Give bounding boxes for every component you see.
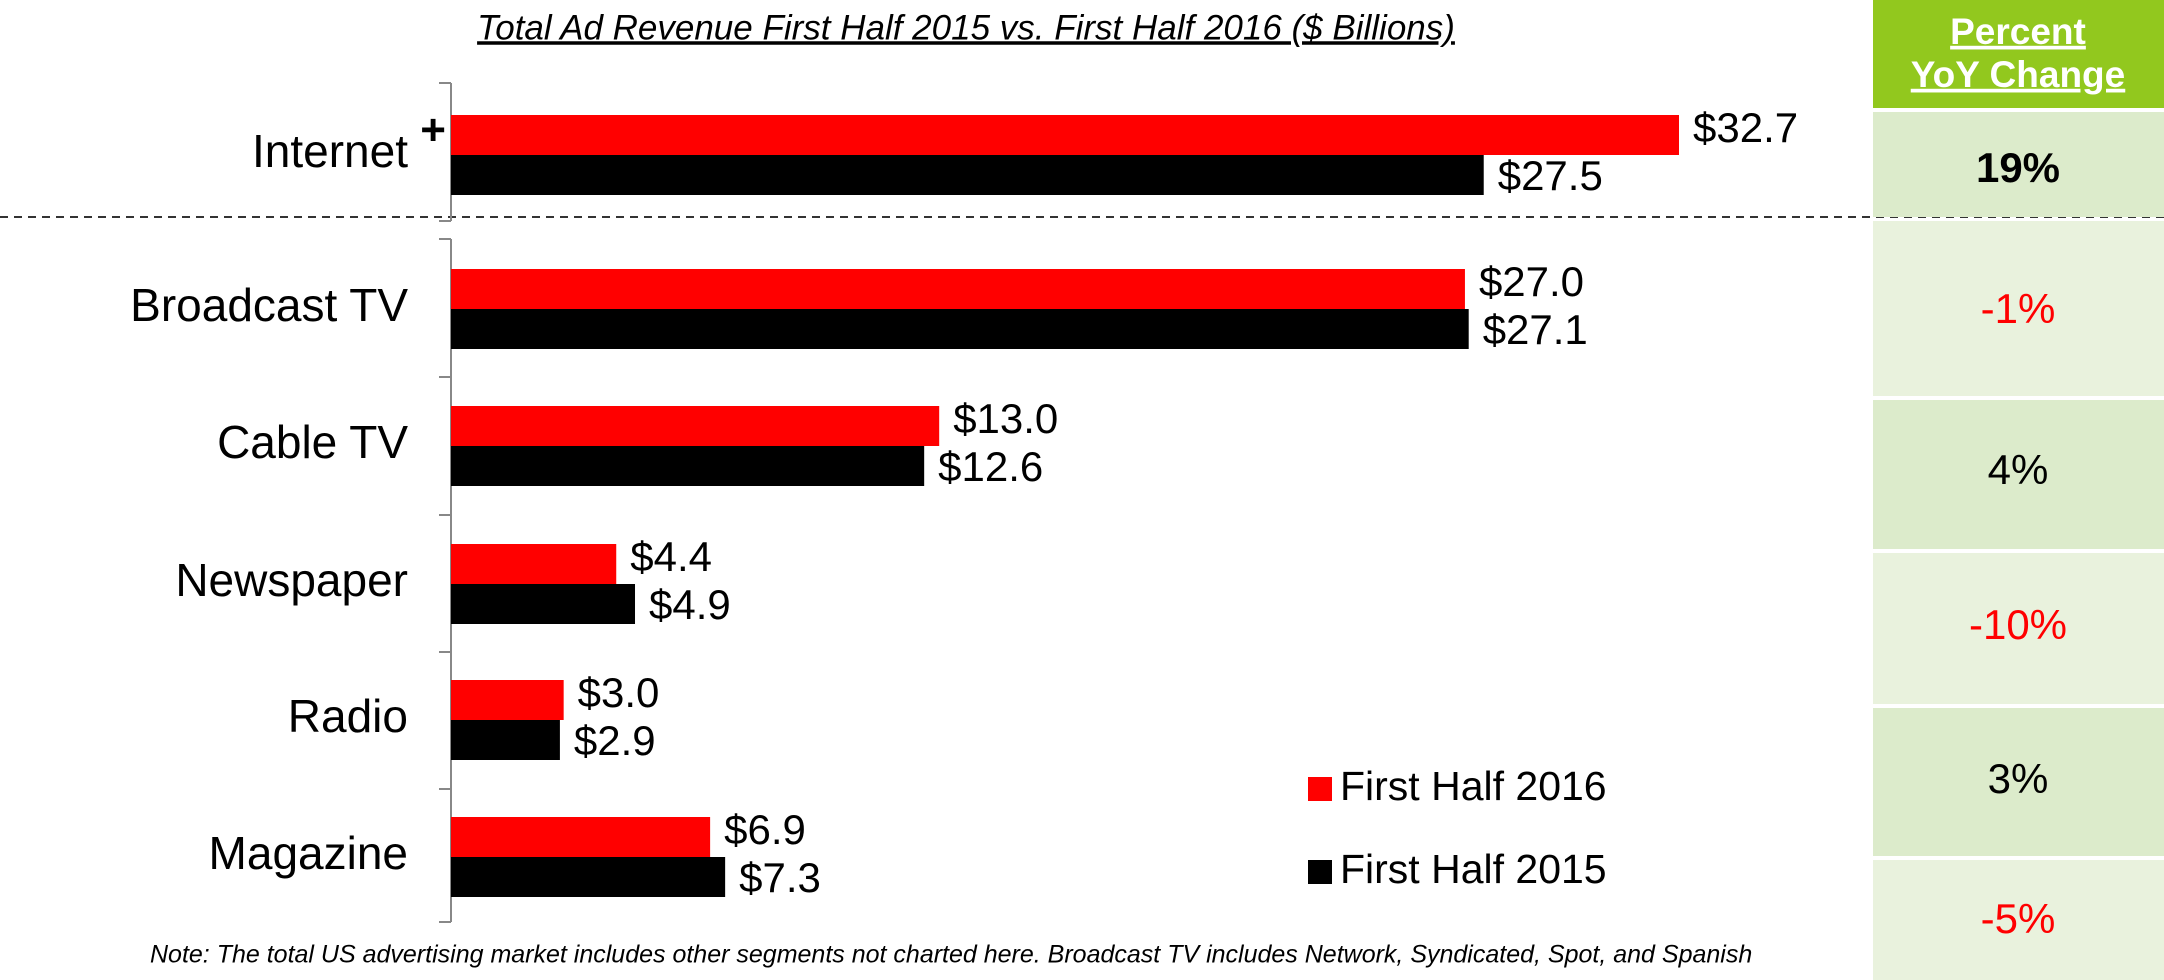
value-label: $7.3 bbox=[739, 854, 821, 901]
category-marker: + bbox=[420, 106, 446, 155]
value-label: $2.9 bbox=[574, 717, 656, 764]
value-label: $6.9 bbox=[724, 806, 806, 853]
value-label: $27.1 bbox=[1483, 306, 1588, 353]
yoy-header: Percent bbox=[1950, 11, 2086, 52]
value-label: $27.5 bbox=[1498, 152, 1603, 199]
category-label: Newspaper bbox=[175, 554, 408, 606]
category-label: Radio bbox=[288, 690, 408, 742]
yoy-cell bbox=[1873, 708, 2164, 856]
yoy-cell bbox=[1873, 221, 2164, 396]
value-label: $32.7 bbox=[1693, 104, 1798, 151]
legend-label: First Half 2016 bbox=[1340, 763, 1607, 809]
yoy-value: 4% bbox=[1988, 446, 2049, 493]
bar bbox=[451, 309, 1469, 349]
yoy-cell bbox=[1873, 553, 2164, 704]
bar bbox=[451, 680, 564, 720]
note: Note: The total US advertising market in… bbox=[150, 941, 1752, 969]
bar bbox=[451, 857, 726, 897]
yoy-value: -10% bbox=[1969, 601, 2067, 648]
value-label: $4.4 bbox=[630, 533, 712, 580]
legend-swatch bbox=[1308, 860, 1332, 884]
category-label: Broadcast TV bbox=[130, 279, 408, 331]
bar bbox=[451, 720, 560, 760]
bar bbox=[451, 817, 711, 857]
value-label: $12.6 bbox=[938, 443, 1043, 490]
bar bbox=[451, 115, 1679, 155]
value-label: $3.0 bbox=[578, 669, 660, 716]
chart-title: Total Ad Revenue First Half 2015 vs. Fir… bbox=[477, 8, 1455, 47]
legend-label: First Half 2015 bbox=[1340, 846, 1607, 892]
yoy-cell bbox=[1873, 860, 2164, 980]
yoy-cell bbox=[1873, 400, 2164, 549]
category-label: Magazine bbox=[209, 827, 408, 879]
yoy-value: -1% bbox=[1981, 285, 2056, 332]
bar bbox=[451, 406, 940, 446]
value-label: $4.9 bbox=[649, 581, 731, 628]
legend-swatch bbox=[1308, 777, 1332, 801]
yoy-value: -5% bbox=[1981, 895, 2056, 942]
value-label: $13.0 bbox=[953, 395, 1058, 442]
yoy-value: 3% bbox=[1988, 755, 2049, 802]
yoy-header-bg bbox=[1873, 0, 2164, 108]
value-label: $27.0 bbox=[1479, 258, 1584, 305]
category-label: Internet bbox=[252, 125, 408, 177]
yoy-header: YoY Change bbox=[1911, 54, 2126, 95]
yoy-value: 19% bbox=[1976, 144, 2060, 191]
bar bbox=[451, 544, 617, 584]
category-label: Cable TV bbox=[217, 416, 408, 468]
bar bbox=[451, 155, 1484, 195]
yoy-cell bbox=[1873, 112, 2164, 217]
bar bbox=[451, 269, 1465, 309]
bar bbox=[451, 584, 636, 624]
bar bbox=[451, 446, 925, 486]
